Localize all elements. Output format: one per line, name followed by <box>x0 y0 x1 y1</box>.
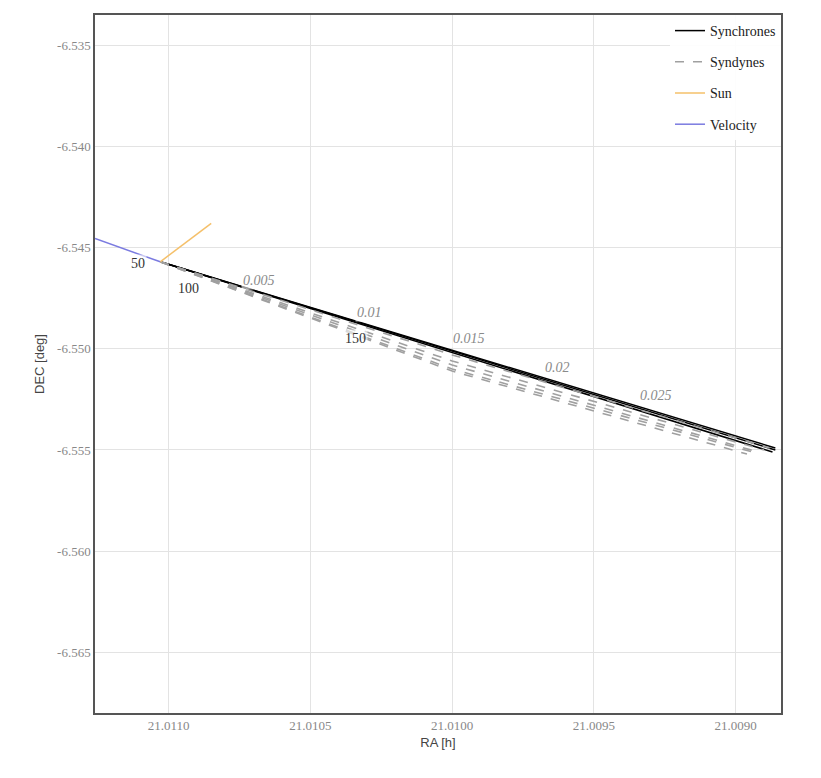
svg-text:21.0095: 21.0095 <box>573 718 615 733</box>
svg-text:21.0090: 21.0090 <box>715 718 757 733</box>
svg-text:0.015: 0.015 <box>453 331 485 346</box>
svg-text:-6.550: -6.550 <box>57 341 91 356</box>
svg-text:0.005: 0.005 <box>243 273 275 288</box>
svg-text:-6.535: -6.535 <box>57 38 91 53</box>
svg-text:0.025: 0.025 <box>640 388 672 403</box>
svg-text:RA [h]: RA [h] <box>420 735 455 750</box>
svg-text:-6.560: -6.560 <box>57 544 91 559</box>
svg-text:150: 150 <box>345 331 366 346</box>
svg-text:-6.555: -6.555 <box>57 443 91 458</box>
svg-text:-6.565: -6.565 <box>57 645 91 660</box>
svg-text:21.0105: 21.0105 <box>289 718 331 733</box>
svg-text:21.0110: 21.0110 <box>148 718 190 733</box>
svg-text:DEC [deg]: DEC [deg] <box>32 334 47 394</box>
svg-text:Syndynes: Syndynes <box>710 55 764 70</box>
svg-text:0.01: 0.01 <box>357 305 382 320</box>
svg-text:-6.545: -6.545 <box>57 240 91 255</box>
svg-text:Velocity: Velocity <box>710 118 757 133</box>
svg-text:21.0100: 21.0100 <box>431 718 473 733</box>
svg-text:Synchrones: Synchrones <box>710 24 775 39</box>
svg-text:50: 50 <box>131 256 145 271</box>
svg-text:0.02: 0.02 <box>545 360 570 375</box>
svg-text:-6.540: -6.540 <box>57 139 91 154</box>
svg-text:Sun: Sun <box>710 86 732 101</box>
svg-text:100: 100 <box>178 281 199 296</box>
